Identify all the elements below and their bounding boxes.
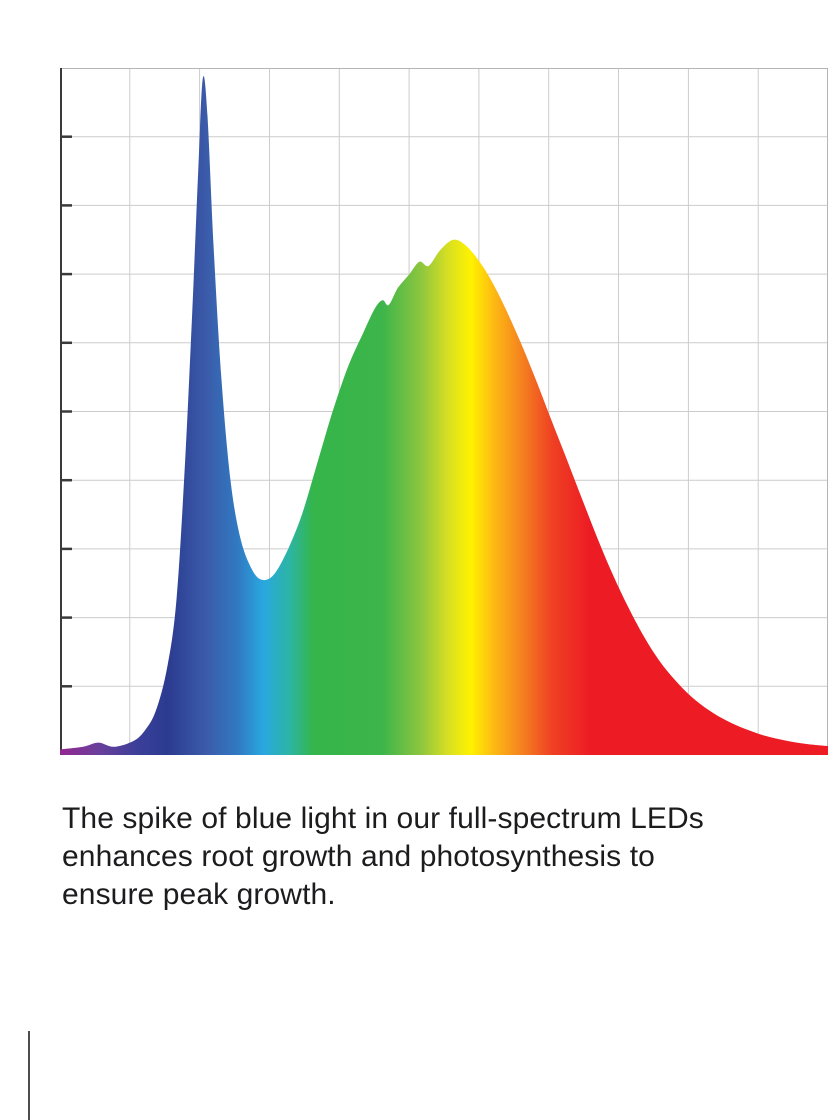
caption-line-3: ensure peak growth.	[62, 878, 336, 911]
spectrum-chart	[60, 68, 828, 755]
spectrum-chart-svg	[60, 68, 828, 755]
caption-line-1: The spike of blue light in our full-spec…	[62, 802, 704, 835]
page-edge-line	[28, 1031, 30, 1120]
caption-line-2: enhances root growth and photosynthesis …	[62, 840, 655, 873]
caption-text: The spike of blue light in our full-spec…	[62, 800, 792, 914]
